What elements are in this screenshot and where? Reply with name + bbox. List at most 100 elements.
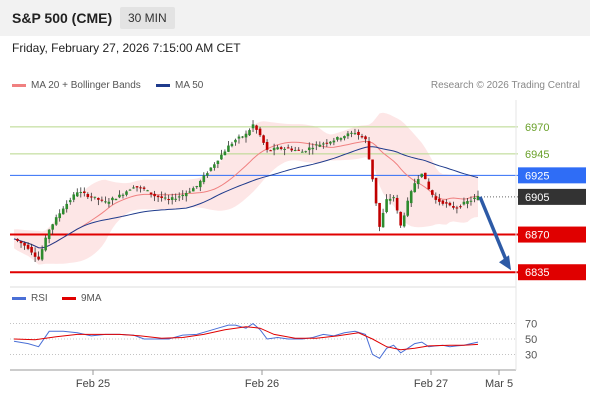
level-6835-label: 6835 [525,267,549,279]
rsi-tick-70: 70 [525,319,537,331]
candle-body [304,151,308,153]
candle-body [448,202,452,206]
candle-body [402,215,406,227]
candle-body [104,201,107,203]
candle-body [434,196,438,200]
candle-body [19,241,23,244]
level-6925-box [518,167,586,184]
level-6970-label: 6970 [525,122,549,134]
rsi-panel: 70 50 30 [10,286,537,361]
candle-body [163,197,167,199]
candle-body [476,195,480,200]
forecast-arrow-layer [478,196,511,271]
legend-rsi-label: RSI [31,293,48,304]
candle-body [83,191,86,194]
candle-body [431,190,434,195]
candle-body [86,194,90,198]
legend-ma50-label: MA 50 [175,80,204,91]
candles-layer [16,120,480,263]
candle-body [385,199,388,213]
candle-body [23,242,26,246]
candle-body [392,197,395,199]
candle-body [90,196,93,198]
candle-body [311,147,315,150]
candle-body [276,147,279,150]
candle-body [188,191,192,193]
level-lines-layer [10,126,518,274]
candle-body [75,192,79,197]
candle-body [329,141,332,144]
candle-body [413,183,417,193]
candle-body [47,229,51,240]
candle-body [54,217,58,225]
legend-ma50-swatch [156,84,170,87]
candle-body [399,211,402,226]
candle-body [293,149,297,151]
candle-body [255,125,258,130]
candle-body [416,179,420,185]
candle-body [184,192,188,197]
candle-body [325,142,329,144]
candle-body [160,196,163,198]
candle-body [68,200,72,203]
candle-body [213,164,216,168]
candle-body [290,148,293,151]
candle-body [339,138,343,140]
x-tick-label: Feb 27 [414,378,448,390]
candle-body [438,198,441,202]
candle-body [195,186,199,188]
candle-body [269,150,272,152]
candle-body [220,154,223,160]
candle-body [132,187,135,189]
candle-body [107,201,111,204]
candle-body [378,202,381,227]
candle-body [237,136,241,139]
candle-body [146,190,149,192]
candle-body [100,199,104,201]
candle-body [206,173,209,176]
candle-body [97,197,100,200]
candle-body [16,238,19,241]
x-tick-label: Feb 25 [76,378,110,390]
candle-body [170,197,174,200]
candle-body [125,191,128,195]
candle-body [30,246,33,253]
candle-body [121,194,125,196]
candle-body [272,147,276,151]
candle-body [265,142,269,150]
candle-body [381,212,385,228]
candle-body [65,203,69,210]
rsi-tick-30: 30 [525,349,537,361]
legend-rsi-swatch [12,297,26,300]
candle-body [37,256,40,260]
candle-body [142,187,146,189]
candle-body [297,149,301,151]
candle-body [473,197,476,200]
ma50-line [13,146,479,249]
ma20-line [13,140,479,249]
candle-body [469,200,473,202]
legend-ma20-swatch [12,84,26,87]
level-6870-box [518,226,586,243]
forecast-arrow-shaft [478,196,509,263]
candle-body [230,143,234,147]
candle-body [156,195,160,198]
level-6870-label: 6870 [525,230,549,242]
candle-body [315,144,318,146]
candle-body [343,136,346,139]
rsi-series-rsi [13,322,479,359]
legend-9ma-swatch [62,297,76,300]
x-axis: Feb 25 Feb 26 Feb 27 Mar 5 [10,100,517,390]
candle-body [423,172,427,180]
candle-body [364,136,367,140]
candle-body [191,188,195,192]
candle-body [174,198,177,200]
rsi-series-9ma [13,326,479,351]
candle-body [318,144,322,147]
timeframe-badge[interactable]: 30 MIN [120,7,175,29]
level-6905-label: 6905 [525,192,549,204]
candle-body [452,206,455,208]
candle-body [40,249,44,260]
level-6835-box [518,264,586,281]
